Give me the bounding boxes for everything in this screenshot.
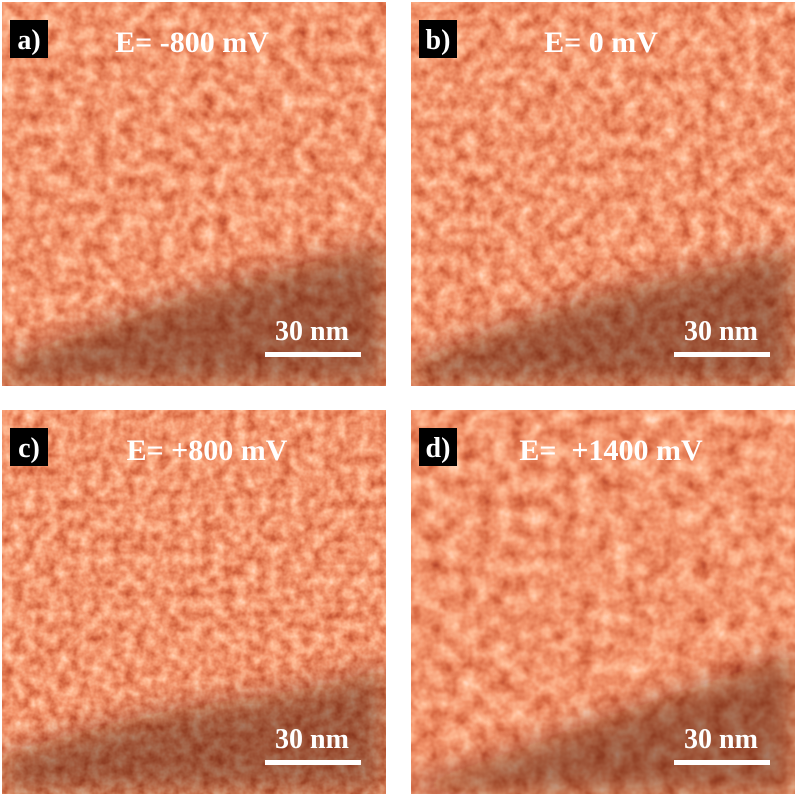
stm-image (411, 410, 795, 794)
scale-bar-label: 30 nm (275, 316, 349, 347)
panel: d) E= +1400 mV 30 nm (411, 410, 795, 794)
label-box (419, 20, 457, 58)
panel-label: d) (426, 433, 451, 464)
potential: E= +800 mV (127, 434, 288, 467)
label-box (10, 428, 48, 466)
scale-bar-label: 30 nm (684, 316, 758, 347)
stm-image (2, 2, 386, 386)
stm-image (411, 2, 795, 386)
potential: E= 0 mV (544, 26, 658, 59)
panel-label: b) (426, 25, 451, 56)
step-edge (411, 650, 795, 794)
step-edge (411, 247, 795, 386)
panel-label: a) (17, 25, 40, 56)
scale-bar (265, 760, 361, 765)
step-edge (2, 242, 386, 386)
potential: E= +1400 mV (519, 434, 703, 467)
scale-bar (265, 352, 361, 357)
scale-bar-label: 30 nm (275, 724, 349, 755)
potential: E= -800 mV (115, 26, 269, 59)
scale-bar (674, 760, 770, 765)
label-box (10, 20, 48, 58)
scale-bar-label: 30 nm (684, 724, 758, 755)
label-box (419, 428, 457, 466)
panel-label: c) (18, 433, 40, 464)
panel: b) E= 0 mV 30 nm (411, 2, 795, 386)
panel: c) E= +800 mV 30 nm (2, 410, 386, 794)
panel: a) E= -800 mV 30 nm (2, 2, 386, 386)
scale-bar (674, 352, 770, 357)
